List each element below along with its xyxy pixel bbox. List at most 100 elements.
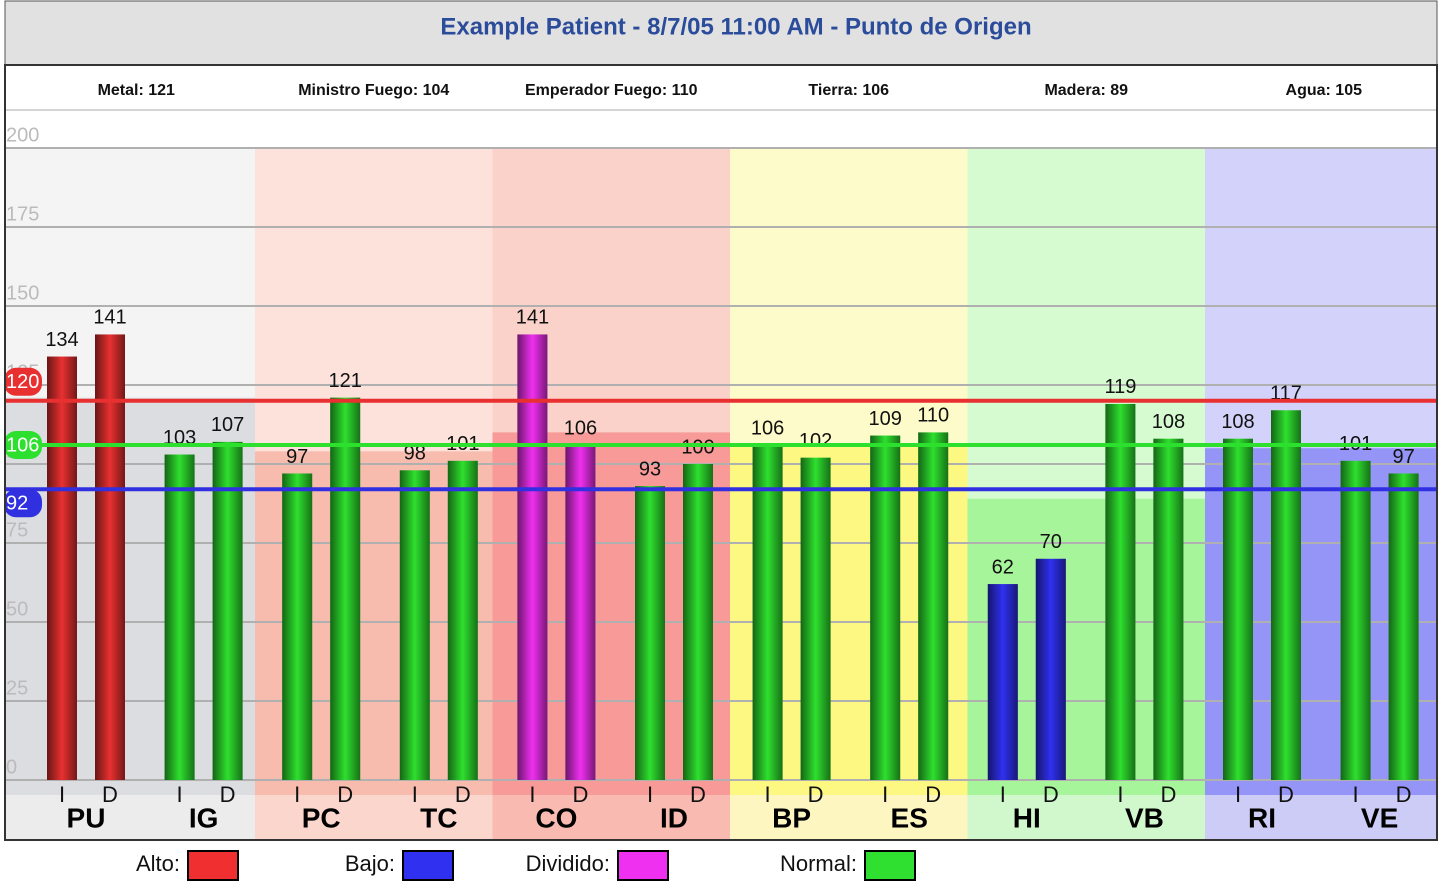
legend-label: Bajo: (345, 851, 395, 876)
series-label: D (808, 782, 824, 807)
x-tick-label: PU (67, 802, 106, 833)
series-label: I (765, 782, 771, 807)
bar-value-label: 106 (564, 417, 597, 439)
bar-value-label: 119 (1104, 376, 1136, 398)
threshold-badge (4, 489, 42, 518)
label-strip (1205, 795, 1437, 840)
bar-value-label: 102 (799, 430, 832, 452)
x-tick-label: VE (1361, 802, 1398, 833)
legend-label: Dividido: (526, 851, 610, 876)
plot-frame (4, 64, 1438, 841)
series-label: I (1000, 782, 1006, 807)
bar-shade (870, 435, 901, 780)
x-tick-label: ES (891, 802, 928, 833)
threshold-label: 92 (6, 493, 28, 515)
x-tick-label: VB (1125, 802, 1164, 833)
label-strip (730, 795, 968, 840)
bar-value-label: 141 (93, 307, 126, 329)
series-label: I (177, 782, 183, 807)
element-label: Agua: 105 (1286, 82, 1363, 99)
series-label: D (1043, 782, 1059, 807)
bar-value-label: 106 (751, 417, 784, 439)
series-label: I (647, 782, 653, 807)
bar-shade (517, 334, 548, 780)
element-label: Ministro Fuego: 104 (298, 82, 449, 99)
element-label: Metal: 121 (98, 82, 175, 99)
threshold-label: 120 (6, 371, 39, 393)
series-label: I (1235, 782, 1241, 807)
element-label: Tierra: 106 (808, 82, 889, 99)
y-tick-label: 75 (6, 519, 28, 541)
bar-shade (918, 432, 949, 780)
threshold-badge (4, 367, 42, 396)
bar-shade (635, 486, 665, 780)
series-label: I (882, 782, 888, 807)
x-tick-label: IG (189, 802, 219, 833)
threshold-badge (4, 431, 42, 460)
bar-value-label: 109 (869, 408, 902, 430)
bar-shade (330, 397, 361, 780)
bar-shade (565, 445, 596, 780)
series-label: D (455, 782, 471, 807)
y-tick-label: 50 (6, 598, 28, 620)
y-tick-label: 25 (6, 677, 28, 699)
label-strip (5, 795, 255, 840)
legend-swatch (187, 850, 239, 881)
series-label: D (690, 782, 706, 807)
bar-shade (683, 464, 713, 780)
series-label: D (1160, 782, 1176, 807)
bar-shade (1153, 438, 1184, 780)
legend-label: Alto: (136, 851, 180, 876)
bar-shade (987, 584, 1018, 780)
x-tick-label: PC (302, 802, 341, 833)
element-label: Madera: 89 (1044, 82, 1128, 99)
bar-value-label: 108 (1152, 411, 1185, 433)
series-label: D (925, 782, 941, 807)
x-tick-label: HI (1013, 802, 1041, 833)
series-label: D (102, 782, 118, 807)
series-label: I (294, 782, 300, 807)
bar-value-label: 107 (211, 414, 244, 436)
bar-shade (282, 473, 313, 780)
element-label: Emperador Fuego: 110 (525, 82, 698, 99)
y-tick-label: 200 (6, 124, 39, 146)
bar-shade (447, 460, 478, 780)
series-label: D (572, 782, 588, 807)
series-label: D (1396, 782, 1412, 807)
series-label: D (337, 782, 353, 807)
bar-shade (1340, 460, 1371, 780)
bar-value-label: 108 (1221, 411, 1254, 433)
x-tick-label: ID (660, 802, 688, 833)
series-label: D (1278, 782, 1294, 807)
series-label: I (412, 782, 418, 807)
bar-shade (95, 334, 125, 780)
chart-title: Example Patient - 8/7/05 11:00 AM - Punt… (440, 13, 1031, 40)
title-bar (4, 0, 1438, 66)
bar-value-label: 110 (917, 405, 949, 427)
bar-shade (752, 445, 783, 780)
bar-value-label: 62 (992, 556, 1014, 578)
legend-label: Normal: (780, 851, 857, 876)
bar-value-label: 97 (286, 446, 308, 468)
x-tick-label: TC (420, 802, 457, 833)
x-tick-label: BP (772, 802, 811, 833)
threshold-label: 106 (6, 434, 39, 456)
bar-shade (1105, 403, 1136, 780)
label-strip (255, 795, 493, 840)
series-label: I (1353, 782, 1359, 807)
x-tick-label: RI (1248, 802, 1276, 833)
bar-value-label: 97 (1392, 446, 1414, 468)
legend-swatch (864, 850, 916, 881)
series-label: I (529, 782, 535, 807)
y-tick-label: 175 (6, 203, 39, 225)
bar-shade (212, 441, 243, 780)
bar-value-label: 98 (404, 443, 426, 465)
legend-swatch (617, 850, 669, 881)
bar-shade (800, 457, 831, 780)
label-strip (492, 795, 730, 840)
series-label: I (1117, 782, 1123, 807)
bar-shade (47, 356, 77, 780)
element-header (5, 65, 1437, 111)
bar-value-label: 134 (45, 329, 78, 351)
bar-value-label: 93 (639, 458, 661, 480)
